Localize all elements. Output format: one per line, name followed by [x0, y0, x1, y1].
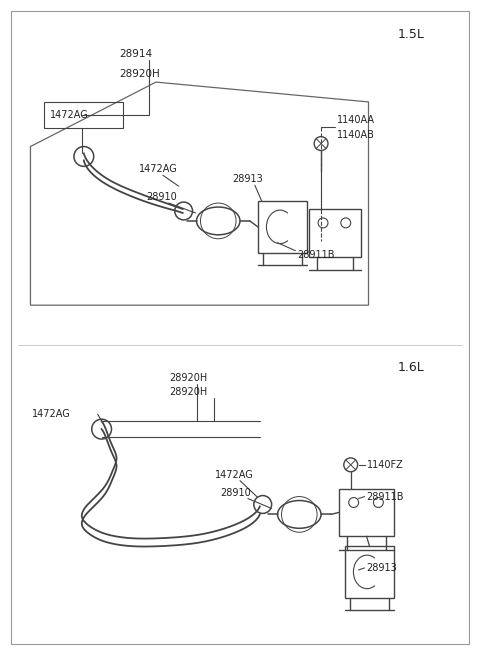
Text: 28913: 28913 [367, 563, 397, 573]
Text: 28911B: 28911B [297, 250, 335, 259]
Text: 28920H: 28920H [120, 69, 160, 79]
Text: 28914: 28914 [120, 49, 153, 60]
Text: 28911B: 28911B [367, 491, 404, 502]
Text: 28920H: 28920H [169, 373, 207, 383]
Text: 1472AG: 1472AG [216, 470, 254, 479]
Text: 1140FZ: 1140FZ [367, 460, 403, 470]
Text: 1472AG: 1472AG [139, 164, 178, 174]
Text: 28910: 28910 [146, 192, 177, 202]
Text: 1140AA: 1140AA [337, 115, 375, 124]
Text: 1472AG: 1472AG [33, 409, 71, 419]
Text: 1.6L: 1.6L [398, 361, 425, 374]
Text: 1140AB: 1140AB [337, 130, 375, 140]
Text: 1.5L: 1.5L [398, 28, 425, 41]
Text: 28920H: 28920H [169, 388, 207, 398]
Text: 28910: 28910 [220, 487, 251, 498]
Text: 28913: 28913 [232, 174, 263, 184]
Text: 1472AG: 1472AG [50, 110, 89, 120]
